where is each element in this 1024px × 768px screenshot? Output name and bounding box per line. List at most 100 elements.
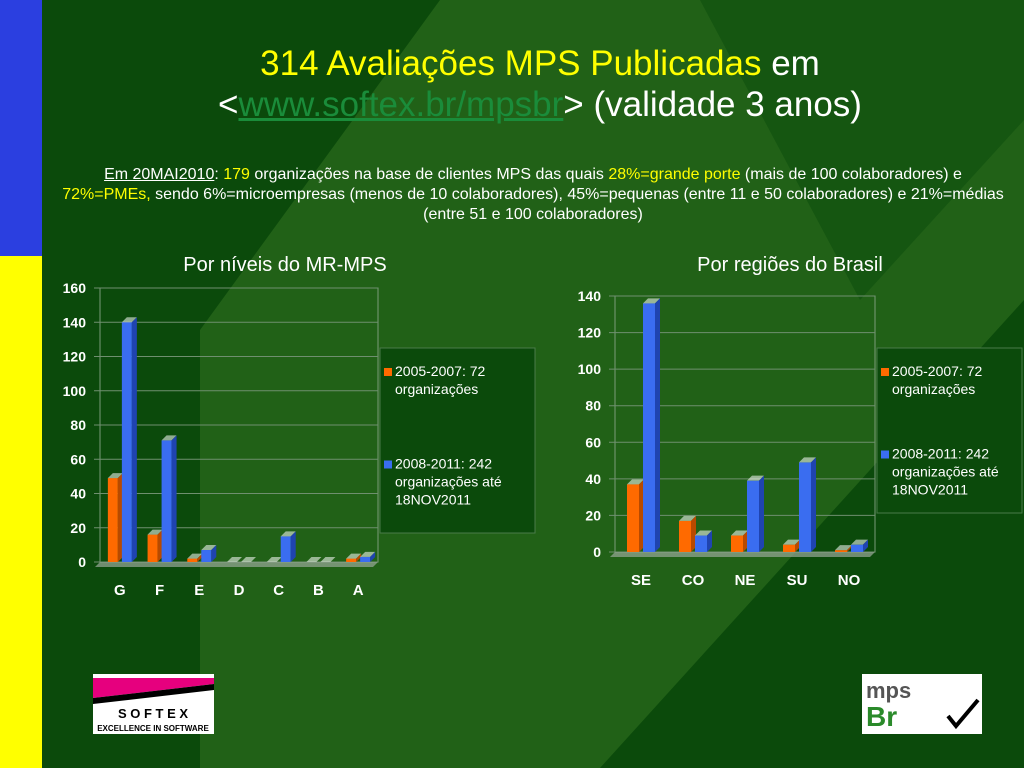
bar xyxy=(266,557,282,562)
bar-front xyxy=(147,534,158,562)
summary-text1: organizações na base de clientes MPS das… xyxy=(249,166,609,183)
y-tick-label: 60 xyxy=(585,434,601,450)
x-tick-label: B xyxy=(313,582,324,599)
bar-top xyxy=(266,557,282,562)
bar xyxy=(731,530,748,552)
legend-box xyxy=(876,347,1023,514)
bar-top xyxy=(731,530,748,536)
bar-top xyxy=(835,545,852,551)
y-tick-label: 160 xyxy=(63,280,87,296)
mps-logo-bottom: Br xyxy=(866,701,897,732)
bar-side xyxy=(707,530,712,552)
bar-side xyxy=(131,317,137,562)
x-tick-label: C xyxy=(273,582,284,599)
bar xyxy=(201,545,217,562)
mps-logo-top: mps xyxy=(866,678,911,703)
legend-label: 2008-2011: 242 xyxy=(395,456,492,472)
summary-colon: : xyxy=(214,166,224,183)
x-tick-label: F xyxy=(155,582,164,599)
bar xyxy=(679,515,696,552)
bar-top xyxy=(851,539,868,545)
x-tick-label: A xyxy=(353,582,364,599)
legend-swatch xyxy=(881,368,889,376)
bar-front xyxy=(121,322,132,562)
bar xyxy=(643,298,660,552)
softex-logo-tagline: EXCELLENCE IN SOFTWARE xyxy=(97,724,209,733)
title-lt: < xyxy=(218,85,239,124)
bar xyxy=(783,539,800,552)
bar-front xyxy=(643,303,655,552)
summary-count: 179 xyxy=(223,166,250,183)
summary-sme-pct: 72%=PMEs, xyxy=(62,186,151,203)
bar-front xyxy=(695,535,707,552)
bar-front xyxy=(346,558,357,562)
y-tick-label: 20 xyxy=(70,520,86,536)
bar-front xyxy=(747,480,759,552)
y-tick-label: 120 xyxy=(63,349,87,365)
bar xyxy=(747,475,764,552)
bar xyxy=(320,557,336,562)
summary-large-pct: 28%=grande porte xyxy=(608,166,741,183)
bar-side xyxy=(157,529,163,562)
bar-front xyxy=(731,535,743,552)
bar-front xyxy=(851,544,863,552)
bar-top xyxy=(679,515,696,521)
bar xyxy=(306,557,322,562)
bar-front xyxy=(627,484,639,552)
bar-side xyxy=(655,298,660,552)
softex-logo-name: S O F T E X xyxy=(118,706,188,721)
bar-side xyxy=(171,435,177,562)
y-tick-label: 40 xyxy=(70,486,86,502)
bar-side xyxy=(691,515,696,552)
bar-top xyxy=(241,557,256,562)
legend-swatch xyxy=(384,368,392,376)
legend-swatch xyxy=(384,460,392,469)
chart-0: 0 20 40 60 80 100 120 140 160 G F E D C B A 2005-2007: 7… xyxy=(63,280,536,599)
slide-title-line2: <www.softex.br/mpsbr> (validade 3 anos) xyxy=(60,85,1020,125)
bar-side xyxy=(290,531,296,562)
bar-front xyxy=(679,520,691,552)
summary-date: Em 20MAI2010 xyxy=(104,166,215,183)
legend-label: organizações até xyxy=(892,464,999,480)
bar xyxy=(121,317,137,562)
bar xyxy=(799,457,816,552)
legend-label: 2005-2007: 72 xyxy=(892,363,983,379)
y-tick-label: 80 xyxy=(70,417,86,433)
bar xyxy=(851,539,868,552)
legend-label: 2005-2007: 72 xyxy=(395,363,486,379)
bar xyxy=(835,545,852,552)
y-tick-label: 0 xyxy=(593,544,601,560)
legend-box xyxy=(379,347,536,534)
checkmark-icon xyxy=(946,698,980,730)
bar-side xyxy=(639,479,644,552)
summary-paragraph: Em 20MAI2010: 179 organizações na base d… xyxy=(58,165,1008,225)
y-tick-label: 140 xyxy=(63,314,87,330)
legend-label: organizações xyxy=(892,381,975,397)
y-tick-label: 100 xyxy=(63,383,87,399)
mpsbr-logo: mps Br xyxy=(862,674,982,734)
chart-1: 0 20 40 60 80 100 120 140 SE CO NE SU NO 2005-2007: 7… xyxy=(578,288,1023,589)
y-tick-label: 0 xyxy=(78,554,86,570)
bar-front xyxy=(783,544,795,552)
softex-link[interactable]: www.softex.br/mpsbr xyxy=(238,85,564,124)
bar xyxy=(147,529,163,562)
x-tick-label: CO xyxy=(682,572,705,589)
bar-front xyxy=(201,550,212,562)
title-rest: em xyxy=(761,44,820,83)
bar-side xyxy=(743,530,748,552)
summary-text2: (mais de 100 colaboradores) e xyxy=(740,166,962,183)
bar-top xyxy=(306,557,322,562)
chart-floor xyxy=(610,552,875,557)
summary-text3: sendo 6%=microempresas (menos de 10 cola… xyxy=(150,186,1004,223)
bar-top xyxy=(643,298,660,304)
slide-title-line1: 314 Avaliações MPS Publicadas em xyxy=(60,44,1020,84)
bar xyxy=(280,531,296,562)
bar-side xyxy=(197,553,203,562)
bar xyxy=(107,473,123,562)
bar-top xyxy=(320,557,336,562)
title-validity: > (validade 3 anos) xyxy=(563,85,862,124)
bar-side xyxy=(847,545,852,552)
bar-side xyxy=(811,457,816,552)
